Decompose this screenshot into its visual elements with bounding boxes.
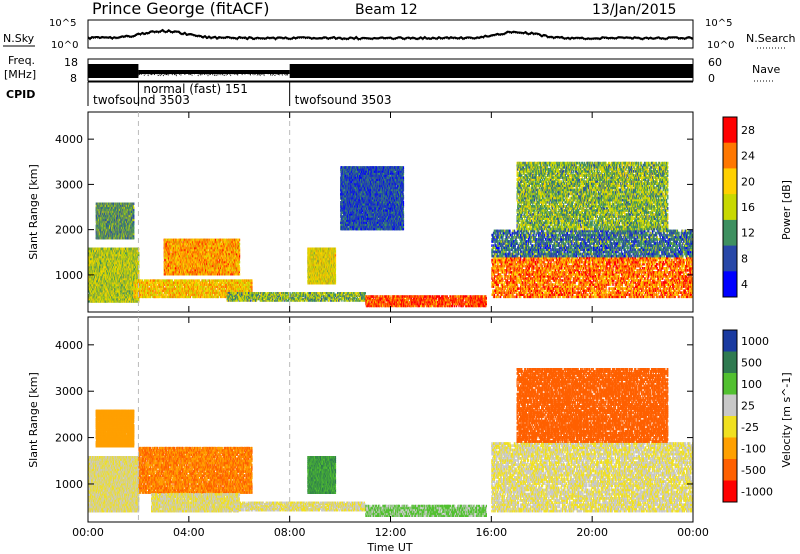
search-tick-bottom: 10^0 bbox=[707, 40, 734, 51]
sky-noise-line bbox=[88, 30, 693, 39]
sky-tick-top: 10^5 bbox=[49, 18, 76, 29]
frequency-segment bbox=[88, 64, 138, 78]
frequency-trace bbox=[88, 64, 693, 78]
beam-label: Beam 12 bbox=[355, 2, 418, 18]
search-tick-top: 10^5 bbox=[705, 18, 732, 29]
date-label: 13/Jan/2015 bbox=[592, 2, 676, 18]
freq-tick-top: 18 bbox=[64, 56, 78, 69]
freq-label: Freq. bbox=[8, 54, 35, 67]
search-label: N.Search bbox=[746, 32, 796, 45]
frequency-segment bbox=[290, 64, 693, 78]
power-heatmap bbox=[88, 162, 694, 307]
frequency-segment bbox=[138, 70, 289, 74]
nave-label: Nave bbox=[752, 63, 780, 76]
cpid-mode-label: twofsound 3503 bbox=[295, 93, 392, 107]
nave-tick-bottom: 0 bbox=[708, 72, 715, 85]
sky-label: N.Sky bbox=[3, 32, 35, 45]
cpid-label: CPID bbox=[6, 88, 35, 101]
sky-tick-bottom: 10^0 bbox=[51, 40, 78, 51]
nave-tick-top: 60 bbox=[708, 56, 722, 69]
sky-panel-frame bbox=[88, 20, 693, 48]
freq-unit-label: [MHz] bbox=[4, 68, 36, 81]
freq-tick-bottom: 8 bbox=[70, 72, 77, 85]
station-title: Prince George (fitACF) bbox=[92, 0, 270, 18]
cpid-mode-label: normal (fast) 151 bbox=[143, 82, 247, 96]
